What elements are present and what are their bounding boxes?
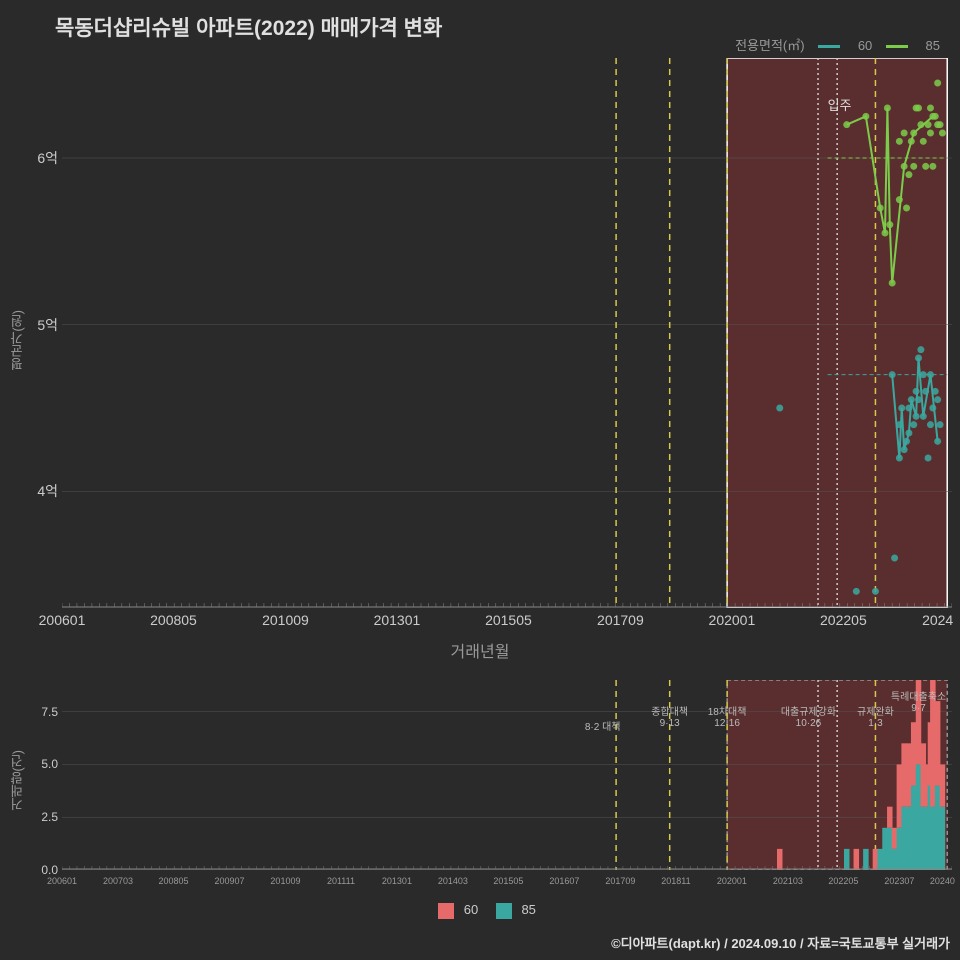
- legend-swatch-60: [818, 45, 840, 48]
- xtick: 201505: [485, 612, 532, 628]
- xtick: 202001: [717, 876, 747, 886]
- xtick: 201301: [374, 612, 421, 628]
- ytick: 6억: [37, 148, 58, 168]
- chart-title: 목동더샵리슈빌 아파트(2022) 매매가격 변화: [55, 12, 442, 42]
- policy-label: 대출규제강화: [781, 703, 836, 718]
- legend-bottom-85: 85: [521, 902, 535, 917]
- policy-label: 12·16: [714, 718, 740, 729]
- legend-box-85: [496, 903, 512, 919]
- policy-label: 특례대출축소: [891, 688, 946, 703]
- xtick: 201009: [262, 612, 309, 628]
- y-axis-label-bottom: 거래량(건): [8, 750, 27, 811]
- policy-label: 1·3: [868, 718, 882, 729]
- legend-swatch-85: [886, 45, 908, 48]
- xtick: 201709: [605, 876, 635, 886]
- xtick: 200805: [158, 876, 188, 886]
- highlight-label: 입주: [828, 95, 852, 114]
- xtick: 201403: [438, 876, 468, 886]
- xtick: 2024: [922, 612, 953, 628]
- ytick: 5.0: [41, 757, 58, 771]
- xtick: 201811: [661, 876, 690, 886]
- policy-label: 규제완화: [857, 703, 894, 718]
- xtick: 200805: [150, 612, 197, 628]
- ytick: 4억: [37, 481, 58, 501]
- policy-label: 9·7: [911, 703, 925, 714]
- xtick: 202205: [828, 876, 858, 886]
- legend-top: 전용면적(㎡) 60 85: [725, 35, 940, 54]
- xtick: 201607: [549, 876, 579, 886]
- ytick: 5억: [37, 315, 58, 335]
- legend-bottom-60: 60: [464, 902, 478, 917]
- legend-item-85: 85: [926, 38, 940, 53]
- policy-label: 18차대책: [708, 703, 747, 718]
- policy-label: 10·26: [796, 718, 822, 729]
- policy-label: 종합대책: [651, 703, 688, 718]
- ytick: 7.5: [41, 705, 58, 719]
- xtick: 202307: [884, 876, 914, 886]
- xtick: 201111: [327, 876, 355, 886]
- xtick: 201301: [382, 876, 412, 886]
- xtick: 200703: [103, 876, 133, 886]
- ytick: 2.5: [41, 810, 58, 824]
- xtick: 202205: [820, 612, 867, 628]
- xtick: 20240: [930, 876, 955, 886]
- ytick: 0.0: [41, 863, 58, 877]
- price-chart: [62, 58, 952, 608]
- x-axis-label: 거래년월: [0, 638, 960, 662]
- xtick: 202001: [709, 612, 756, 628]
- legend-bottom: 60 85: [0, 902, 960, 919]
- footer-credit: ©디아파트(dapt.kr) / 2024.09.10 / 자료=국토교통부 실…: [611, 933, 950, 952]
- xtick: 200601: [47, 876, 77, 886]
- policy-label: 8·2 대책: [585, 718, 621, 733]
- legend-item-60: 60: [858, 38, 872, 53]
- xtick: 202103: [773, 876, 803, 886]
- legend-top-label: 전용면적(㎡): [735, 38, 805, 53]
- xtick: 201709: [597, 612, 644, 628]
- policy-label: 9·13: [660, 718, 680, 729]
- xtick: 200601: [39, 612, 86, 628]
- xtick: 201009: [270, 876, 300, 886]
- xtick: 200907: [214, 876, 244, 886]
- legend-box-60: [438, 903, 454, 919]
- xtick: 201505: [493, 876, 523, 886]
- y-axis-label-top: 평균가(원): [8, 310, 27, 371]
